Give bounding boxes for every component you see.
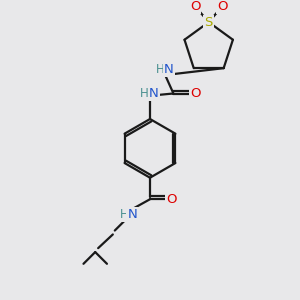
Text: H: H xyxy=(140,87,148,100)
Text: N: N xyxy=(164,63,173,76)
Text: H: H xyxy=(120,208,129,221)
Text: O: O xyxy=(190,87,200,100)
Text: N: N xyxy=(128,208,137,221)
Text: O: O xyxy=(190,0,200,13)
Text: O: O xyxy=(166,193,177,206)
Text: O: O xyxy=(217,0,228,13)
Text: S: S xyxy=(205,16,213,29)
Text: H: H xyxy=(155,63,164,76)
Text: N: N xyxy=(149,87,159,100)
